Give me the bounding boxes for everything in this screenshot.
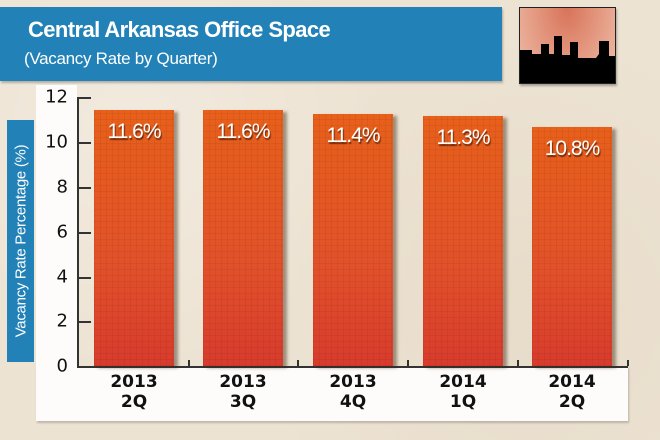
- y-tick-label: 10: [45, 131, 68, 153]
- x-label-quarter: 2Q: [120, 392, 148, 412]
- bar-value-label: 11.3%: [436, 126, 491, 149]
- y-tick-label: 0: [56, 355, 68, 377]
- x-label-year: 2014: [548, 372, 596, 392]
- x-label-quarter: 1Q: [449, 392, 477, 412]
- x-label-year: 2013: [329, 372, 377, 392]
- y-tick: [77, 97, 91, 99]
- y-tick: [77, 232, 91, 234]
- x-label-quarter: 3Q: [229, 392, 257, 412]
- x-label-quarter: 4Q: [339, 392, 367, 412]
- x-tick: [407, 360, 409, 366]
- title-bar: Central Arkansas Office Space (Vacancy R…: [0, 7, 502, 81]
- y-tick: [77, 142, 91, 144]
- y-tick: [77, 321, 91, 323]
- x-tick: [517, 360, 519, 366]
- x-category-label: 2014 2Q: [522, 372, 622, 412]
- y-tick-label: 2: [56, 310, 68, 332]
- y-axis-label-box: Vacancy Rate Percentage (%): [7, 120, 34, 362]
- x-category-label: 2013 4Q: [303, 372, 403, 412]
- chart-subtitle: (Vacancy Rate by Quarter): [24, 49, 218, 68]
- x-category-label: 2013 3Q: [193, 372, 293, 412]
- y-tick: [77, 366, 91, 368]
- x-tick: [188, 360, 190, 366]
- x-axis-panel: [36, 366, 628, 421]
- x-label-year: 2013: [219, 372, 267, 392]
- chart-title: Central Arkansas Office Space: [28, 17, 331, 42]
- bar-value-label: 11.6%: [216, 120, 271, 143]
- x-label-quarter: 2Q: [558, 392, 586, 412]
- x-label-year: 2014: [439, 372, 487, 392]
- y-axis-panel: [36, 85, 77, 421]
- x-label-year: 2013: [110, 372, 158, 392]
- bar-value-label: 11.4%: [326, 124, 381, 147]
- bar-value-label: 10.8%: [544, 137, 601, 160]
- y-tick-label: 6: [56, 221, 68, 243]
- x-category-label: 2014 1Q: [413, 372, 513, 412]
- y-tick-label: 8: [56, 176, 68, 198]
- y-tick: [77, 187, 91, 189]
- bar-2014-1q: 11.3%: [423, 116, 503, 366]
- city-skyline-icon: [519, 7, 616, 84]
- bar-2014-2q: 10.8%: [532, 127, 612, 366]
- x-category-label: 2013 2Q: [84, 372, 184, 412]
- x-tick: [297, 360, 299, 366]
- y-tick: [77, 277, 91, 279]
- bar-2013-4q: 11.4%: [313, 114, 393, 366]
- x-axis-line: [77, 366, 628, 368]
- bar-value-label: 11.6%: [107, 120, 162, 143]
- y-axis-label: Vacancy Rate Percentage (%): [12, 144, 29, 338]
- bar-2013-2q: 11.6%: [94, 110, 174, 366]
- y-tick-label: 4: [56, 266, 68, 288]
- bar-2013-3q: 11.6%: [203, 110, 283, 366]
- y-tick-label: 12: [45, 86, 68, 108]
- x-tick: [627, 360, 629, 366]
